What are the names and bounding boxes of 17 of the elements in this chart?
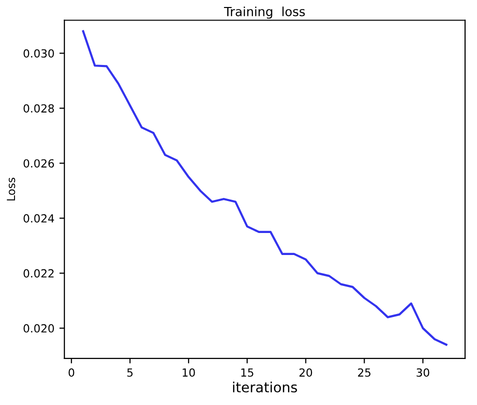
y-tick-label: 0.022: [24, 269, 54, 278]
x-tick-label: 0: [68, 368, 74, 377]
y-tick-label: 0.030: [24, 49, 54, 58]
x-tick-label: 30: [416, 368, 430, 377]
x-tick-label: 15: [241, 368, 254, 377]
y-axis-title: Loss: [6, 178, 16, 200]
x-tick-label: 10: [182, 368, 195, 377]
y-tick-label: 0.028: [24, 104, 54, 113]
x-tick-label: 20: [299, 368, 312, 377]
chart-title: Training loss: [224, 6, 305, 19]
y-tick-label: 0.024: [24, 214, 54, 223]
x-tick-label: 25: [358, 368, 370, 377]
line-series: [82, 30, 448, 346]
y-tick-label: 0.026: [24, 159, 54, 168]
x-axis-title: iterations: [233, 382, 298, 392]
x-tick-label: 5: [127, 368, 133, 377]
y-tick-label: 0.020: [24, 324, 54, 333]
